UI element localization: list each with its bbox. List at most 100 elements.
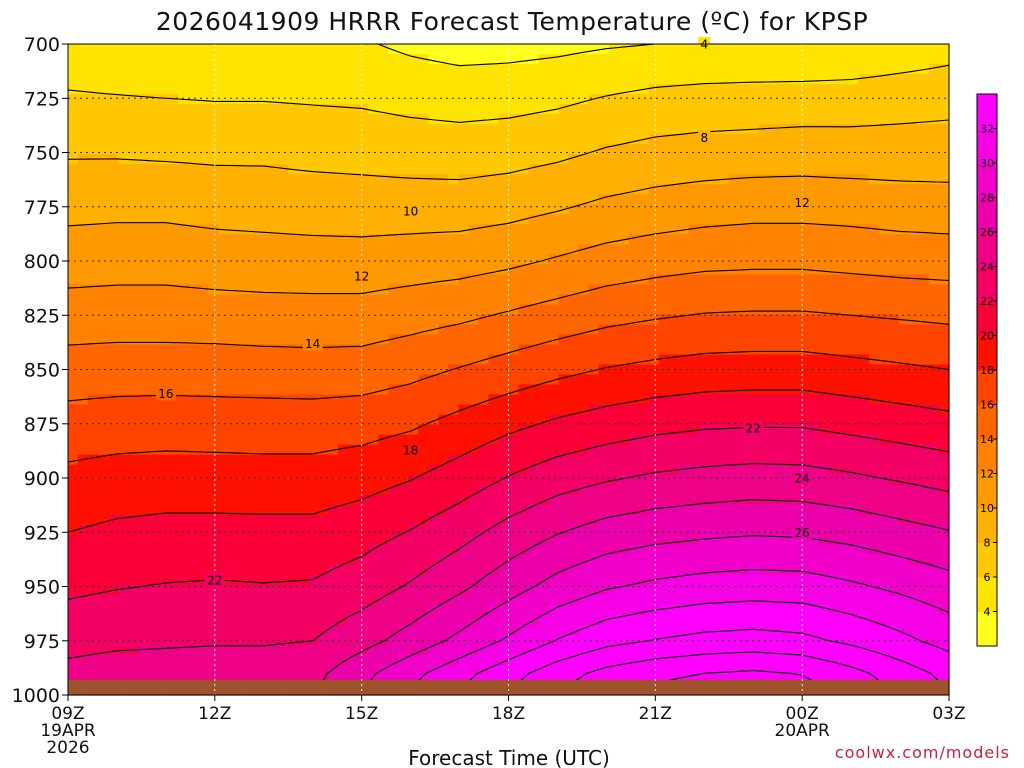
field-cell [238, 344, 249, 356]
field-cell [768, 254, 780, 265]
field-cell [358, 574, 369, 586]
field-cell [578, 234, 590, 245]
field-cell [598, 224, 610, 235]
field-cell [428, 624, 440, 636]
field-cell [488, 224, 500, 235]
field-cell [738, 484, 750, 496]
field-cell [168, 484, 179, 496]
field-cell [228, 454, 239, 466]
field-cell [778, 494, 790, 506]
field-cell [68, 514, 79, 526]
field-cell [818, 124, 830, 135]
field-cell [808, 624, 820, 636]
field-cell [188, 184, 199, 195]
field-cell [738, 434, 750, 446]
field-cell [518, 564, 530, 576]
field-cell [808, 454, 820, 466]
field-cell [588, 394, 600, 406]
field-cell [648, 624, 660, 636]
field-cell [678, 574, 690, 586]
field-cell [478, 54, 490, 65]
field-cell [308, 574, 319, 586]
field-cell [548, 514, 560, 526]
field-cell [648, 634, 660, 646]
field-cell [388, 644, 399, 656]
field-cell [248, 84, 259, 95]
field-cell [168, 534, 179, 546]
field-cell [278, 404, 289, 416]
field-cell [398, 494, 409, 506]
field-cell [458, 64, 470, 75]
field-cell [698, 444, 710, 456]
field-cell [648, 374, 660, 386]
field-cell [288, 214, 299, 225]
field-cell [368, 484, 379, 496]
field-cell [198, 524, 209, 536]
field-cell [128, 414, 139, 426]
field-cell [638, 284, 650, 295]
field-cell [78, 64, 89, 75]
field-cell [438, 354, 450, 366]
field-cell [538, 84, 550, 95]
field-cell [258, 634, 269, 646]
field-cell [438, 414, 450, 426]
field-cell [308, 464, 319, 476]
field-cell [808, 124, 820, 135]
field-cell [808, 164, 820, 175]
field-cell [718, 124, 730, 135]
field-cell [818, 544, 830, 556]
field-cell [328, 534, 339, 546]
field-cell [388, 514, 399, 526]
field-cell [488, 494, 500, 506]
field-cell [128, 204, 139, 215]
field-cell [428, 74, 440, 85]
field-cell [478, 314, 490, 326]
field-cell [748, 234, 760, 245]
field-cell [328, 604, 339, 616]
field-cell [528, 644, 540, 656]
field-cell [698, 104, 710, 115]
field-cell [388, 194, 399, 205]
field-cell [158, 474, 169, 486]
field-cell [258, 664, 269, 676]
field-cell [678, 544, 690, 556]
field-cell [828, 354, 840, 366]
field-cell [648, 144, 660, 155]
field-cell [128, 44, 139, 55]
field-cell [148, 324, 159, 336]
field-cell [788, 444, 800, 456]
field-cell [168, 374, 179, 386]
field-cell [628, 294, 640, 305]
field-cell [158, 524, 169, 536]
field-cell [798, 594, 810, 606]
field-cell [168, 264, 179, 275]
field-cell [168, 654, 179, 666]
field-cell [518, 254, 530, 265]
field-cell [718, 654, 730, 666]
field-cell [348, 214, 359, 225]
field-cell [278, 254, 289, 265]
field-cell [408, 144, 419, 155]
field-cell [268, 664, 279, 676]
field-cell [338, 584, 349, 596]
field-cell [808, 154, 820, 165]
field-cell [728, 474, 740, 486]
field-cell [598, 534, 610, 546]
field-cell [178, 174, 189, 185]
field-cell [538, 314, 550, 326]
field-cell [628, 484, 640, 496]
field-cell [778, 294, 790, 305]
field-cell [638, 544, 650, 556]
field-cell [268, 284, 279, 295]
field-cell [248, 94, 259, 105]
field-cell [488, 404, 500, 416]
field-cell [158, 544, 169, 556]
field-cell [268, 344, 279, 356]
field-cell [468, 434, 480, 446]
field-cell [818, 624, 830, 636]
field-cell [248, 614, 259, 626]
field-cell [618, 634, 630, 646]
field-cell [208, 434, 219, 446]
field-cell [558, 254, 570, 265]
field-cell [628, 234, 640, 245]
